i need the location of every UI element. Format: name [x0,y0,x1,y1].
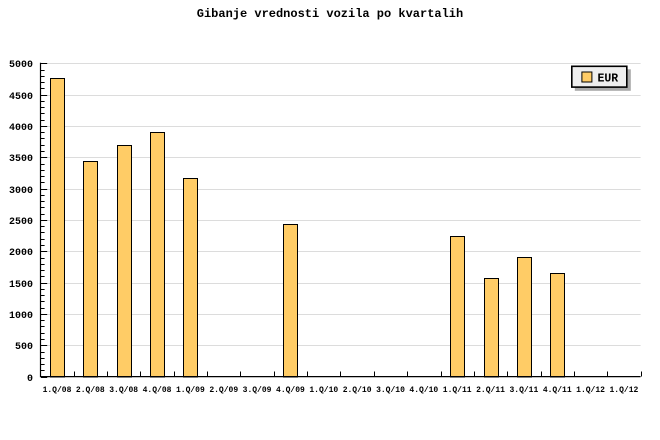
svg-text:1500: 1500 [9,280,33,291]
svg-text:5000: 5000 [9,60,33,71]
svg-text:2.Q/11: 2.Q/11 [476,386,505,395]
svg-text:2000: 2000 [9,248,33,259]
svg-text:2500: 2500 [9,217,33,228]
svg-text:1.Q/09: 1.Q/09 [176,386,205,395]
svg-text:4000: 4000 [9,123,33,134]
svg-text:2.Q/10: 2.Q/10 [343,386,372,395]
svg-text:2.Q/09: 2.Q/09 [209,386,238,395]
svg-text:3.Q/10: 3.Q/10 [376,386,405,395]
svg-text:4.Q/09: 4.Q/09 [276,386,305,395]
svg-text:4.Q/08: 4.Q/08 [143,386,172,395]
svg-text:4500: 4500 [9,92,33,103]
svg-text:3000: 3000 [9,186,33,197]
svg-text:4.Q/11: 4.Q/11 [543,386,572,395]
svg-text:1.Q/12: 1.Q/12 [610,386,639,395]
svg-text:0: 0 [27,374,33,385]
svg-text:2.Q/08: 2.Q/08 [76,386,105,395]
svg-text:3.Q/09: 3.Q/09 [243,386,272,395]
svg-text:4.Q/10: 4.Q/10 [409,386,438,395]
svg-text:3.Q/11: 3.Q/11 [509,386,538,395]
svg-text:1.Q/12: 1.Q/12 [576,386,605,395]
svg-text:Gibanje vrednosti vozila po kv: Gibanje vrednosti vozila po kvartalih [197,7,463,21]
svg-text:EUR: EUR [598,73,619,86]
svg-text:1000: 1000 [9,311,33,322]
svg-text:1.Q/08: 1.Q/08 [43,386,72,395]
svg-text:1.Q/11: 1.Q/11 [443,386,472,395]
svg-text:1.Q/10: 1.Q/10 [309,386,338,395]
svg-text:500: 500 [15,342,33,353]
svg-text:3.Q/08: 3.Q/08 [109,386,138,395]
svg-text:3500: 3500 [9,154,33,165]
